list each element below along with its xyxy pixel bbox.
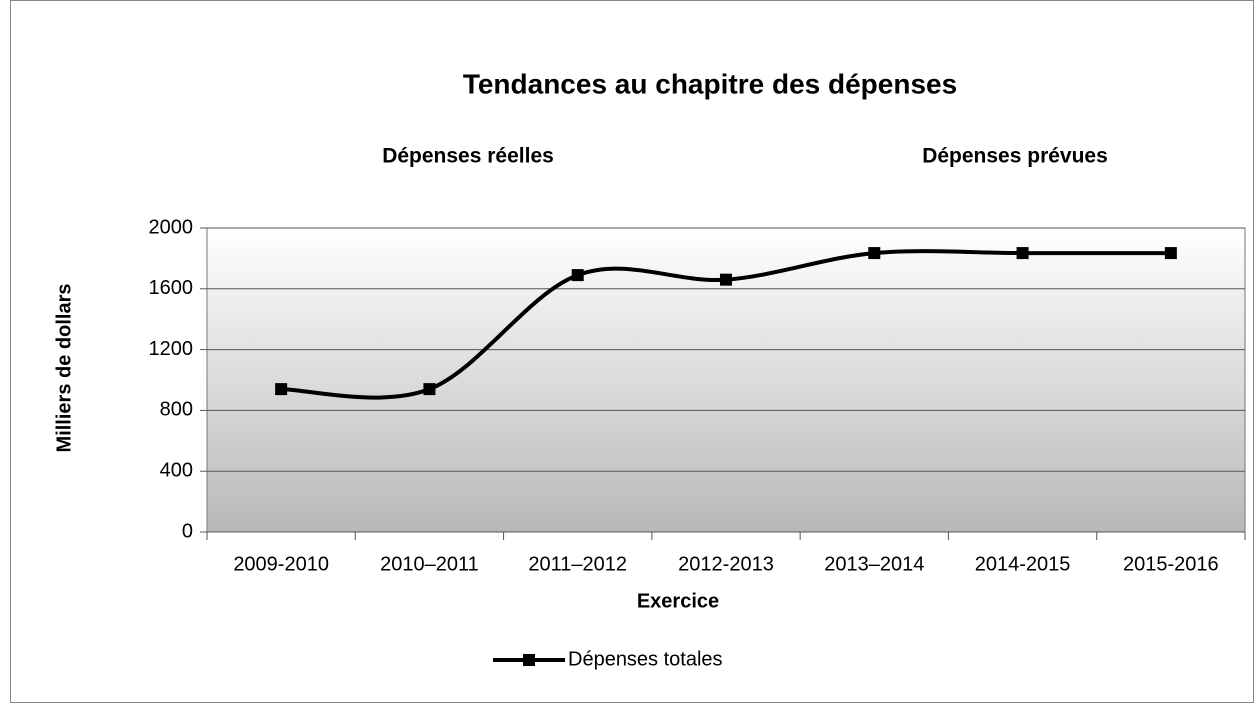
y-tick-label: 1200: [149, 338, 194, 360]
x-tick-label: 2010–2011: [380, 553, 479, 575]
y-tick-label: 2000: [149, 216, 194, 238]
y-tick-label: 0: [182, 520, 193, 542]
point-marker: [1164, 247, 1177, 260]
x-tick-label: 2009-2010: [233, 553, 329, 575]
point-marker: [423, 383, 436, 396]
point-marker: [275, 383, 288, 396]
y-tick-label: 1600: [149, 277, 194, 299]
y-tick-label: 400: [160, 459, 193, 481]
x-tick-label: 2013–2014: [824, 553, 924, 575]
annotation: Dépenses réelles: [382, 145, 554, 168]
x-tick-label: 2012-2013: [678, 553, 774, 575]
x-tick-label: 2015-2016: [1123, 553, 1219, 575]
point-marker: [868, 247, 881, 260]
legend-label: Dépenses totales: [568, 648, 723, 670]
annotation: Dépenses prévues: [922, 145, 1108, 168]
point-marker: [1016, 247, 1029, 260]
legend-marker: [523, 654, 535, 666]
x-tick-label: 2014-2015: [975, 553, 1071, 575]
point-marker: [571, 269, 584, 282]
x-tick-label: 2011–2012: [528, 553, 627, 575]
point-marker: [720, 273, 732, 286]
chart-title: Tendances au chapitre des dépenses: [463, 68, 957, 99]
plot-area: [206, 227, 1246, 533]
x-axis-title: Exercice: [637, 590, 719, 612]
y-tick-label: 800: [160, 399, 193, 421]
y-axis-title: Milliers de dollars: [53, 284, 75, 453]
